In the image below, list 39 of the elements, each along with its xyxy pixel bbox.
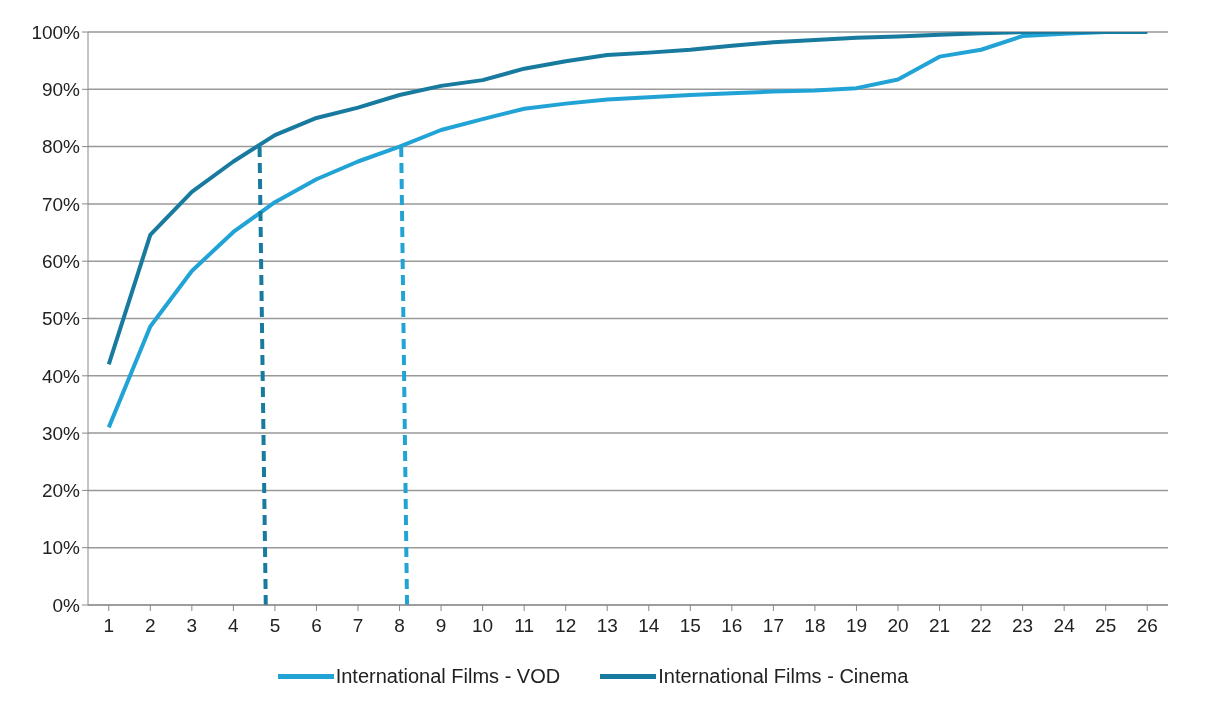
y-tick-label: 40% [41,365,81,387]
x-tick-label: 16 [721,615,743,637]
x-tick-label: 11 [514,615,535,637]
y-tick-label: 20% [41,480,81,502]
x-tick-label: 3 [186,615,198,637]
x-tick-label: 21 [928,615,951,637]
y-tick-label: 60% [41,250,81,272]
x-tick-label: 2 [145,615,156,637]
x-tick-label: 10 [472,615,494,637]
x-tick-label: 9 [435,615,447,637]
x-tick-label: 7 [352,615,364,637]
x-tick-label: 15 [679,615,701,637]
x-tick-label: 23 [1012,615,1034,637]
y-tick-label: 0% [52,594,81,616]
x-tick-label: 18 [804,615,826,637]
x-tick-label: 24 [1053,615,1076,637]
legend-label: International Films - VOD [334,665,561,688]
y-tick-label: 10% [41,537,81,559]
x-tick-label: 12 [555,615,577,637]
x-tick-label: 17 [762,615,784,637]
legend-label: International Films - Cinema [657,665,909,688]
x-tick-label: 26 [1136,615,1158,637]
x-tick-label: 5 [269,615,281,637]
x-tick-label: 22 [970,615,992,637]
x-tick-label: 4 [228,615,240,637]
y-tick-label: 30% [41,422,81,444]
y-tick-label: 70% [41,193,81,215]
x-tick-label: 14 [638,615,660,637]
y-tick-label: 80% [41,136,81,158]
x-tick-label: 19 [845,615,868,637]
x-tick-label: 20 [887,615,909,637]
y-tick-label: 50% [41,308,81,330]
x-tick-label: 25 [1095,615,1117,637]
x-tick-label: 13 [596,615,618,637]
y-tick-label: 90% [41,79,81,101]
x-tick-label: 6 [311,615,322,637]
x-tick-label: 1 [103,615,115,637]
y-tick-label: 100% [31,21,81,43]
x-tick-label: 8 [394,615,405,637]
